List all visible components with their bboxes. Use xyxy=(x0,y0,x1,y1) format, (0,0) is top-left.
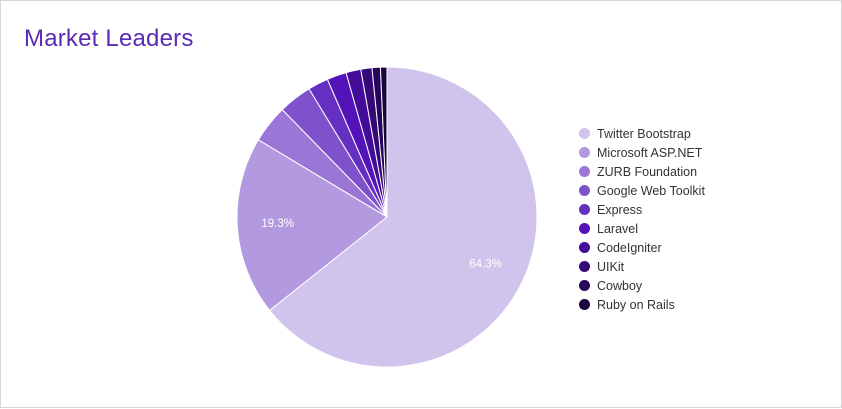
legend-item-laravel[interactable]: Laravel xyxy=(579,219,705,238)
legend-label: Laravel xyxy=(597,221,638,236)
legend-item-ruby-on-rails[interactable]: Ruby on Rails xyxy=(579,295,705,314)
legend-label: CodeIgniter xyxy=(597,240,662,255)
legend-swatch xyxy=(579,166,590,177)
legend-swatch xyxy=(579,147,590,158)
legend-swatch xyxy=(579,299,590,310)
legend-label: Express xyxy=(597,202,643,217)
legend-label: ZURB Foundation xyxy=(597,164,698,179)
pie-slices xyxy=(236,66,538,368)
legend-label: Microsoft ASP.NET xyxy=(597,145,703,160)
chart-legend: Twitter Bootstrap Microsoft ASP.NET ZURB F… xyxy=(579,124,705,314)
legend-label: Ruby on Rails xyxy=(597,297,675,312)
legend-swatch xyxy=(579,242,590,253)
legend-swatch xyxy=(579,185,590,196)
legend-swatch xyxy=(579,261,590,272)
data-label-twitter-bootstrap: 64.3% xyxy=(469,259,502,271)
chart-title: Market Leaders xyxy=(24,25,194,52)
legend-label: UIKit xyxy=(597,259,625,274)
legend-swatch xyxy=(579,128,590,139)
legend-item-uikit[interactable]: UIKit xyxy=(579,257,705,276)
pie-data-labels: 64.3% 19.3% xyxy=(261,218,502,270)
legend-item-cowboy[interactable]: Cowboy xyxy=(579,276,705,295)
data-label-microsoft-asp-net: 19.3% xyxy=(261,218,294,230)
legend-label: Google Web Toolkit xyxy=(597,183,705,198)
legend-item-codeigniter[interactable]: CodeIgniter xyxy=(579,238,705,257)
legend-swatch xyxy=(579,204,590,215)
legend-item-google-web-toolkit[interactable]: Google Web Toolkit xyxy=(579,181,705,200)
legend-label: Cowboy xyxy=(597,278,643,293)
legend-item-microsoft-asp-net[interactable]: Microsoft ASP.NET xyxy=(579,143,705,162)
legend-item-express[interactable]: Express xyxy=(579,200,705,219)
legend-item-zurb-foundation[interactable]: ZURB Foundation xyxy=(579,162,705,181)
pie-slice-twitter-bootstrap[interactable] xyxy=(268,66,538,368)
legend-swatch xyxy=(579,280,590,291)
legend-swatch xyxy=(579,223,590,234)
legend-item-twitter-bootstrap[interactable]: Twitter Bootstrap xyxy=(579,124,705,143)
legend-label: Twitter Bootstrap xyxy=(597,126,691,141)
pie-slice-microsoft-asp-net[interactable] xyxy=(236,139,388,312)
pie-slice-ruby-on-rails[interactable] xyxy=(379,66,388,218)
